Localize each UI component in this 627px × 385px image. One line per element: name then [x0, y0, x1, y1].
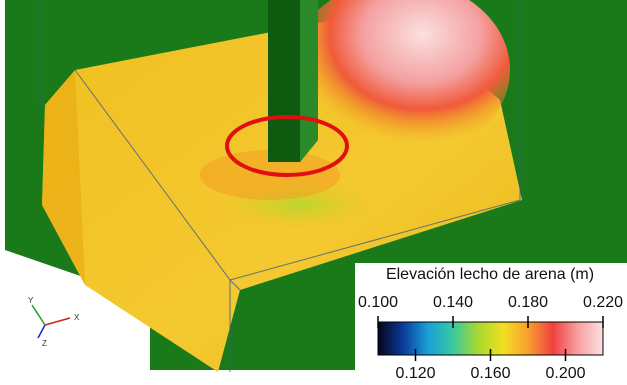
colorbar-title: Elevación lecho de arena (m): [386, 266, 594, 283]
tick-label: 0.120: [395, 365, 435, 382]
tick-label: 0.220: [583, 294, 623, 311]
triad-z: Z: [42, 339, 47, 348]
triad-y: Y: [28, 296, 34, 305]
tick-label: 0.160: [470, 365, 510, 382]
tick-label: 0.180: [508, 294, 548, 311]
tick-label: 0.200: [545, 365, 585, 382]
triad-x: X: [74, 313, 80, 322]
tick-label: 0.140: [433, 294, 473, 311]
pile-face: [300, 0, 318, 162]
scene: X Y Z Elevación lecho de arena (m) 0.100…: [0, 0, 627, 385]
tick-label: 0.100: [358, 294, 398, 311]
